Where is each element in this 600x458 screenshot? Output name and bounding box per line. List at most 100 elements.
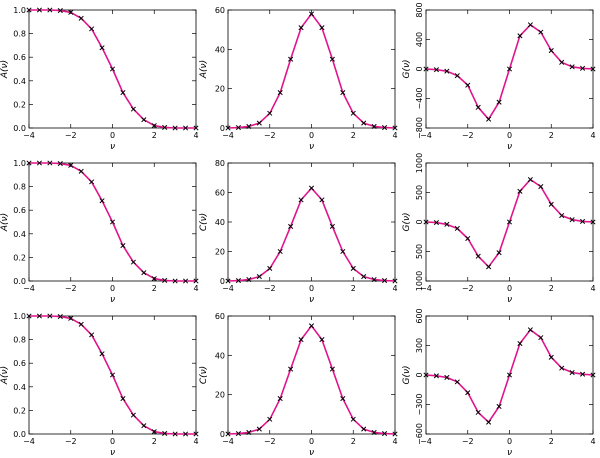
data-point (288, 366, 294, 372)
y-tick-label: 0.0 (13, 277, 26, 286)
data-point (277, 248, 283, 255)
data-point (548, 201, 554, 207)
data-point (298, 25, 304, 31)
y-axis-label: G(ν) (402, 365, 412, 384)
data-point (350, 110, 356, 116)
data-point (162, 277, 168, 283)
data-point (382, 278, 388, 284)
y-tick-label: 500 (415, 244, 424, 259)
x-tick-label: 2 (351, 437, 356, 446)
data-point (371, 276, 377, 283)
x-tick-label: 0 (507, 131, 512, 140)
y-axis-label: A(ν) (0, 366, 10, 385)
data-point (590, 372, 596, 378)
x-tick-label: 0 (110, 131, 115, 140)
plot-panel-1: −4 −2 0 2 4 0.0 0.2 0.4 0.6 0.8 1.0 ν A(ν) (0, 6, 199, 152)
x-tick-label: −4 (222, 284, 234, 293)
y-tick-label: 0.8 (13, 30, 26, 39)
y-tick-label: 40 (215, 45, 225, 54)
y-tick-label: 60 (215, 312, 225, 321)
x-axis-label: ν (507, 142, 512, 152)
plot-panel-9: −4 −2 0 2 4 −600 −300 0 300 600 ν G(ν) (402, 308, 596, 458)
x-tick-label: 2 (351, 131, 356, 140)
data-point (319, 197, 325, 203)
data-point (246, 123, 252, 129)
x-tick-label: 4 (590, 437, 595, 446)
y-tick-label: 20 (215, 248, 225, 257)
x-tick-label: −4 (222, 437, 234, 446)
x-tick-label: −2 (462, 131, 474, 140)
y-tick-label: 20 (215, 85, 225, 94)
data-point (99, 351, 105, 357)
x-tick-label: 2 (549, 284, 554, 293)
data-point (267, 416, 273, 422)
y-tick-label: 400 (415, 32, 424, 47)
y-tick-label: 1.0 (13, 312, 26, 321)
y-axis-label: A(ν) (199, 60, 209, 79)
y-tick-label: 40 (215, 351, 225, 360)
data-point (99, 198, 105, 204)
series-line (227, 187, 396, 282)
y-tick-label: −300 (415, 394, 424, 416)
y-tick-label: 0.6 (13, 53, 26, 62)
data-point (172, 431, 178, 437)
y-tick-label: 20 (215, 391, 225, 400)
data-point (151, 429, 157, 435)
data-point (538, 335, 544, 341)
x-tick-label: 2 (152, 437, 157, 446)
data-point (120, 396, 126, 402)
data-point (559, 212, 565, 219)
plot-frame (227, 162, 396, 282)
data-point (329, 366, 335, 372)
data-point (329, 56, 335, 62)
x-tick-label: −2 (264, 284, 276, 293)
data-point (183, 431, 189, 437)
x-tick-label: −2 (65, 284, 77, 293)
series-line (425, 23, 594, 120)
x-axis-label: ν (507, 448, 512, 458)
data-point (361, 120, 367, 126)
data-point (109, 372, 116, 378)
data-point (162, 430, 168, 436)
data-point (298, 337, 304, 343)
x-tick-label: 4 (590, 131, 595, 140)
y-tick-label: 0.6 (13, 206, 26, 215)
x-tick-label: 4 (193, 284, 198, 293)
data-point (109, 219, 116, 225)
data-point (26, 313, 32, 319)
y-tick-label: 0 (220, 277, 225, 286)
data-point (590, 66, 596, 72)
x-tick-label: −2 (264, 437, 276, 446)
data-point (308, 11, 315, 17)
x-tick-label: 0 (110, 437, 115, 446)
y-tick-label: 1.0 (13, 159, 26, 168)
data-point (496, 403, 502, 410)
plot-frame (227, 315, 396, 435)
y-tick-label: 0 (415, 219, 424, 224)
data-point (288, 56, 294, 62)
data-point (246, 276, 252, 283)
y-tick-label: −400 (415, 88, 424, 110)
data-point (433, 220, 439, 226)
x-axis-label: ν (110, 448, 115, 458)
y-tick-label: 0.8 (13, 336, 26, 345)
data-point (486, 264, 492, 270)
data-point (444, 68, 450, 74)
data-point (141, 117, 147, 123)
series-line (227, 324, 396, 435)
x-tick-label: 0 (309, 284, 314, 293)
plot-panel-6: −4 −2 0 2 4 1000 500 0 500 1000 ν G(ν) (402, 153, 596, 305)
series-line (425, 328, 594, 424)
y-tick-label: 0.2 (13, 253, 26, 262)
y-tick-label: 800 (415, 2, 424, 17)
y-tick-label: 1000 (415, 153, 424, 173)
data-point (454, 225, 460, 232)
x-tick-label: 4 (590, 284, 595, 293)
data-point (433, 67, 439, 73)
data-point (225, 125, 231, 131)
y-tick-label: 0.0 (13, 124, 26, 133)
data-point (454, 379, 460, 385)
